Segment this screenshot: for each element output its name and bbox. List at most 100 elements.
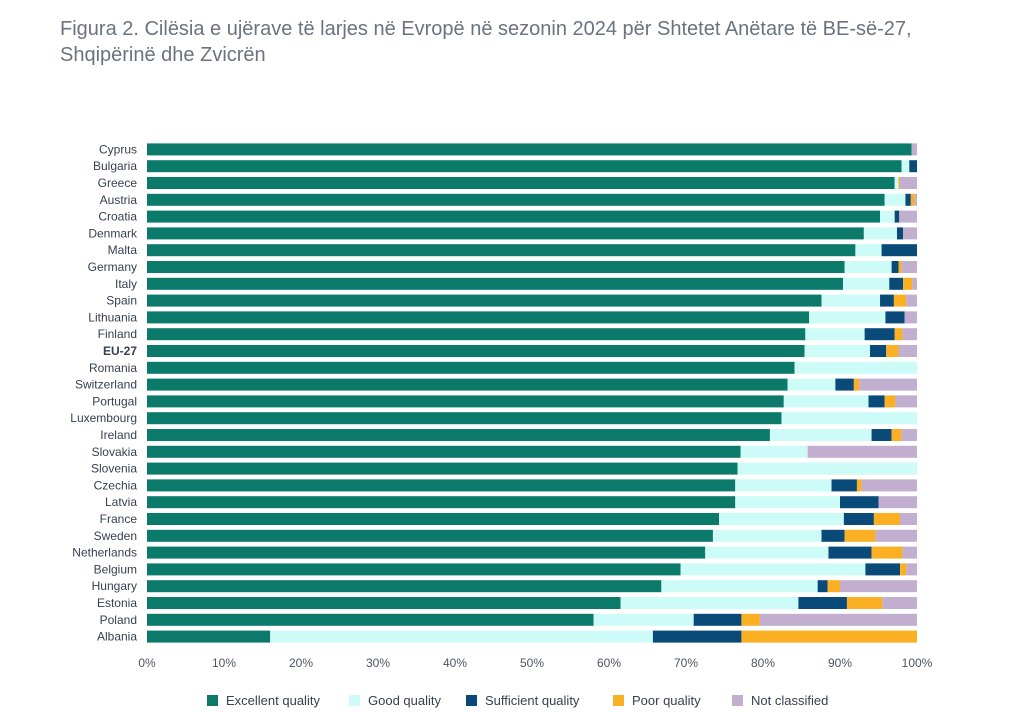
bar-croatia-good (880, 210, 895, 223)
x-tick-label: 30% (366, 656, 390, 670)
bar-czechia-poor (856, 479, 862, 492)
bar-lithuania-good (809, 311, 886, 324)
bar-poland-good (593, 613, 694, 626)
bar-poland-poor (741, 613, 760, 626)
bar-germany-poor (898, 261, 902, 273)
bar-france-poor (873, 513, 901, 525)
bar-netherlands-sufficient (828, 546, 872, 559)
bar-austria-sufficient (905, 193, 911, 206)
bar-spain-poor (893, 294, 907, 307)
bar-eu-27-good (804, 345, 871, 357)
bar-lithuania-sufficient (885, 311, 905, 324)
bar-denmark-sufficient (896, 227, 904, 240)
category-label: Latvia (105, 495, 137, 509)
bar-latvia-good (735, 496, 840, 509)
legend-item: Poor quality (613, 693, 701, 708)
category-label: Switzerland (75, 378, 137, 392)
bar-eu-27-poor (886, 345, 899, 357)
x-tick-label: 10% (212, 656, 236, 670)
bar-czechia-excellent (147, 479, 736, 492)
bar-hungary-sufficient (817, 580, 828, 593)
bar-switzerland-excellent (147, 378, 788, 391)
category-label: EU-27 (103, 344, 137, 358)
bar-romania-excellent (147, 361, 795, 374)
category-label: Luxembourg (70, 411, 137, 425)
bar-france-sufficient (843, 513, 874, 525)
bar-croatia-sufficient (894, 210, 900, 223)
bar-estonia-not-classified (882, 597, 917, 609)
category-label: Czechia (94, 478, 138, 492)
bar-italy-not-classified (912, 277, 917, 290)
bar-switzerland-not-classified (859, 378, 917, 391)
bar-greece-poor (898, 177, 901, 189)
bar-finland-excellent (147, 328, 806, 341)
bar-sweden-excellent (147, 529, 713, 542)
category-label: Netherlands (72, 546, 137, 560)
bar-netherlands-not-classified (902, 546, 917, 559)
bar-sweden-good (712, 529, 822, 542)
bar-albania-poor (741, 630, 917, 643)
bar-czechia-not-classified (861, 479, 917, 492)
bar-latvia-sufficient (840, 496, 879, 509)
bar-finland-good (805, 328, 865, 341)
bar-france-good (719, 513, 844, 525)
bar-eu-27-sufficient (870, 345, 887, 357)
bar-portugal-good (783, 395, 869, 408)
legend-label: Sufficient quality (485, 693, 580, 708)
x-tick-label: 60% (597, 656, 621, 670)
bar-finland-not-classified (902, 328, 917, 341)
category-label: Denmark (88, 226, 138, 240)
bar-hungary-poor (827, 580, 840, 593)
category-label: Finland (98, 327, 137, 341)
x-axis-ticks: 0% 10% 20% 30% 40% 50% 60% 70% 80% 90% 100% (138, 656, 932, 670)
legend-label: Good quality (368, 693, 441, 708)
bar-italy-poor (903, 277, 913, 290)
bar-luxembourg-excellent (147, 412, 782, 425)
category-label: Lithuania (88, 310, 137, 324)
category-label: Ireland (100, 428, 137, 442)
legend-label: Not classified (751, 693, 829, 708)
bar-spain-not-classified (906, 294, 917, 307)
bar-italy-sufficient (889, 277, 904, 290)
bar-malta-excellent (147, 244, 856, 257)
bar-denmark-excellent (147, 227, 864, 240)
bar-finland-sufficient (864, 328, 895, 341)
bar-poland-sufficient (693, 613, 742, 626)
bar-slovakia-excellent (147, 445, 741, 458)
category-label: Cyprus (99, 142, 137, 156)
bars-layer (147, 143, 917, 643)
bar-italy-excellent (147, 277, 844, 290)
bar-greece-good (894, 177, 899, 189)
bar-sweden-not-classified (875, 529, 917, 542)
bar-lithuania-excellent (147, 311, 810, 324)
bar-germany-sufficient (891, 261, 899, 273)
bar-france-excellent (147, 513, 720, 525)
bar-sweden-poor (844, 529, 876, 542)
bar-germany-not-classified (901, 261, 917, 273)
bar-portugal-poor (884, 395, 896, 408)
bar-albania-good (270, 630, 653, 643)
bar-estonia-sufficient (798, 597, 847, 609)
bar-czechia-good (735, 479, 832, 492)
bar-belgium-poor (900, 563, 907, 576)
chart-title: Figura 2. Cilësia e ujërave të larjes në… (60, 18, 912, 66)
bar-switzerland-good (787, 378, 836, 391)
bar-cyprus-not-classified (911, 143, 917, 156)
category-label: Greece (98, 176, 138, 190)
x-tick-label: 0% (138, 656, 156, 670)
legend-swatch (613, 695, 624, 706)
legend-item: Sufficient quality (466, 693, 579, 708)
bar-france-not-classified (900, 513, 917, 525)
legend-label: Excellent quality (226, 693, 320, 708)
category-label: Austria (100, 193, 138, 207)
bar-sweden-sufficient (821, 529, 845, 542)
bar-spain-good (821, 294, 881, 307)
bar-austria-not-classified (914, 193, 917, 206)
legend-item: Excellent quality (207, 693, 320, 708)
bar-slovenia-good (737, 462, 917, 475)
bar-malta-good (855, 244, 882, 257)
category-label: Poland (100, 613, 137, 627)
bar-croatia-excellent (147, 210, 881, 223)
bar-poland-not-classified (759, 613, 917, 626)
category-label: Malta (108, 243, 138, 257)
